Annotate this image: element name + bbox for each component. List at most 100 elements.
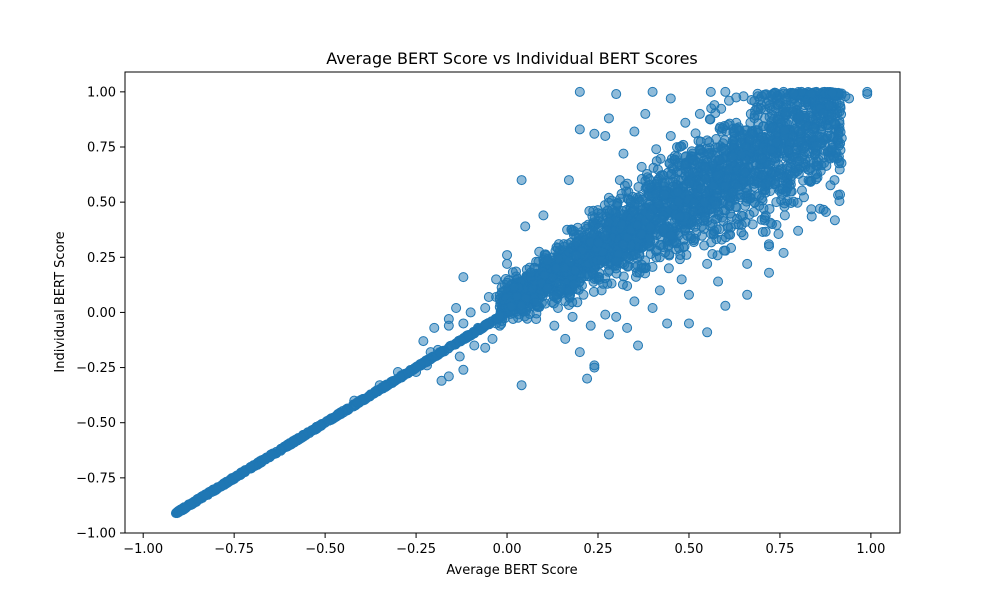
scatter-point [684, 178, 695, 189]
scatter-point [794, 111, 805, 122]
scatter-point [699, 197, 710, 208]
scatter-point [589, 128, 600, 139]
scatter-point [633, 181, 644, 192]
scatter-point [553, 253, 564, 264]
scatter-point [549, 290, 560, 301]
scatter-point [700, 173, 711, 184]
x-tick-label: 0.25 [584, 542, 613, 557]
scatter-point [695, 183, 706, 194]
scatter-point [516, 380, 527, 391]
scatter-point [719, 145, 730, 156]
scatter-point [770, 178, 781, 189]
scatter-point [764, 203, 775, 214]
scatter-point [539, 270, 550, 281]
scatter-point [600, 130, 611, 141]
scatter-point [568, 279, 579, 290]
scatter-point [531, 296, 542, 307]
x-tick-label: −0.75 [214, 542, 254, 557]
scatter-point [443, 371, 454, 382]
scatter-point [741, 188, 752, 199]
x-axis: −1.00 −0.75 −0.50 −0.25 0.00 0.25 0.50 0.75 1.00 [123, 533, 885, 557]
scatter-point [656, 214, 667, 225]
scatter-point [730, 219, 741, 230]
scatter-point [245, 461, 256, 472]
scatter-point [659, 189, 670, 200]
scatter-point [740, 167, 751, 178]
scatter-point [296, 432, 307, 443]
scatter-point [781, 93, 792, 104]
scatter-point [757, 153, 768, 164]
scatter-point [818, 204, 829, 215]
scatter-point [480, 319, 491, 330]
scatter-point [622, 322, 633, 333]
scatter-point [788, 88, 799, 99]
scatter-point [821, 160, 832, 171]
scatter-point [645, 210, 656, 221]
scatter-point [835, 101, 846, 112]
scatter-point [275, 444, 286, 455]
scatter-point [454, 351, 465, 362]
scatter-point [418, 336, 429, 347]
scatter-point [574, 86, 585, 97]
scatter-point [794, 155, 805, 166]
x-tick-label: 1.00 [856, 542, 885, 557]
scatter-point [632, 220, 643, 231]
scatter-point [588, 286, 599, 297]
scatter-point [705, 86, 716, 97]
scatter-point [676, 274, 687, 285]
scatter-point [599, 230, 610, 241]
scatter-point [549, 320, 560, 331]
scatter-point [806, 211, 817, 222]
scatter-point [603, 329, 614, 340]
scatter-point [611, 256, 622, 267]
scatter-point [708, 180, 719, 191]
scatter-point [560, 333, 571, 344]
scatter-point [713, 276, 724, 287]
y-tick-label: −0.50 [76, 416, 116, 431]
scatter-point [648, 162, 659, 173]
scatter-point [465, 307, 476, 318]
scatter-point [672, 187, 683, 198]
scatter-point [559, 262, 570, 273]
scatter-point [640, 268, 651, 279]
scatter-point [825, 180, 836, 191]
scatter-point [585, 320, 596, 331]
scatter-point [787, 106, 798, 117]
scatter-point [742, 289, 753, 300]
scatter-point [606, 278, 617, 289]
scatter-point [798, 192, 809, 203]
scatter-point [720, 181, 731, 192]
scatter-point [506, 301, 517, 312]
y-tick-label: 0.50 [87, 196, 116, 211]
scatter-point [524, 308, 535, 319]
scatter-point [627, 206, 638, 217]
scatter-point [683, 289, 694, 300]
scatter-point [786, 171, 797, 182]
scatter-point [480, 342, 491, 353]
scatter-point [702, 327, 713, 338]
y-tick-label: −0.75 [76, 471, 116, 486]
scatter-point [673, 196, 684, 207]
scatter-point [458, 318, 469, 329]
scatter-point [779, 125, 790, 136]
scatter-point [773, 229, 784, 239]
scatter-point [862, 86, 873, 97]
scatter-point [238, 467, 249, 478]
scatter-point [745, 117, 756, 128]
scatter-point [752, 88, 763, 99]
y-tick-label: 0.00 [87, 306, 116, 321]
scatter-point [687, 168, 698, 179]
scatter-point [640, 108, 651, 119]
scatter-point [824, 100, 835, 111]
scatter-point [720, 300, 731, 311]
scatter-point [390, 375, 401, 386]
scatter-point [742, 258, 753, 269]
x-tick-label: 0.00 [493, 542, 522, 557]
scatter-point [690, 221, 701, 232]
scatter-point [567, 311, 578, 322]
scatter-point [780, 186, 791, 197]
scatter-point [731, 92, 742, 103]
scatter-point [725, 208, 736, 219]
x-tick-label: −1.00 [123, 542, 163, 557]
scatter-point [615, 193, 626, 204]
